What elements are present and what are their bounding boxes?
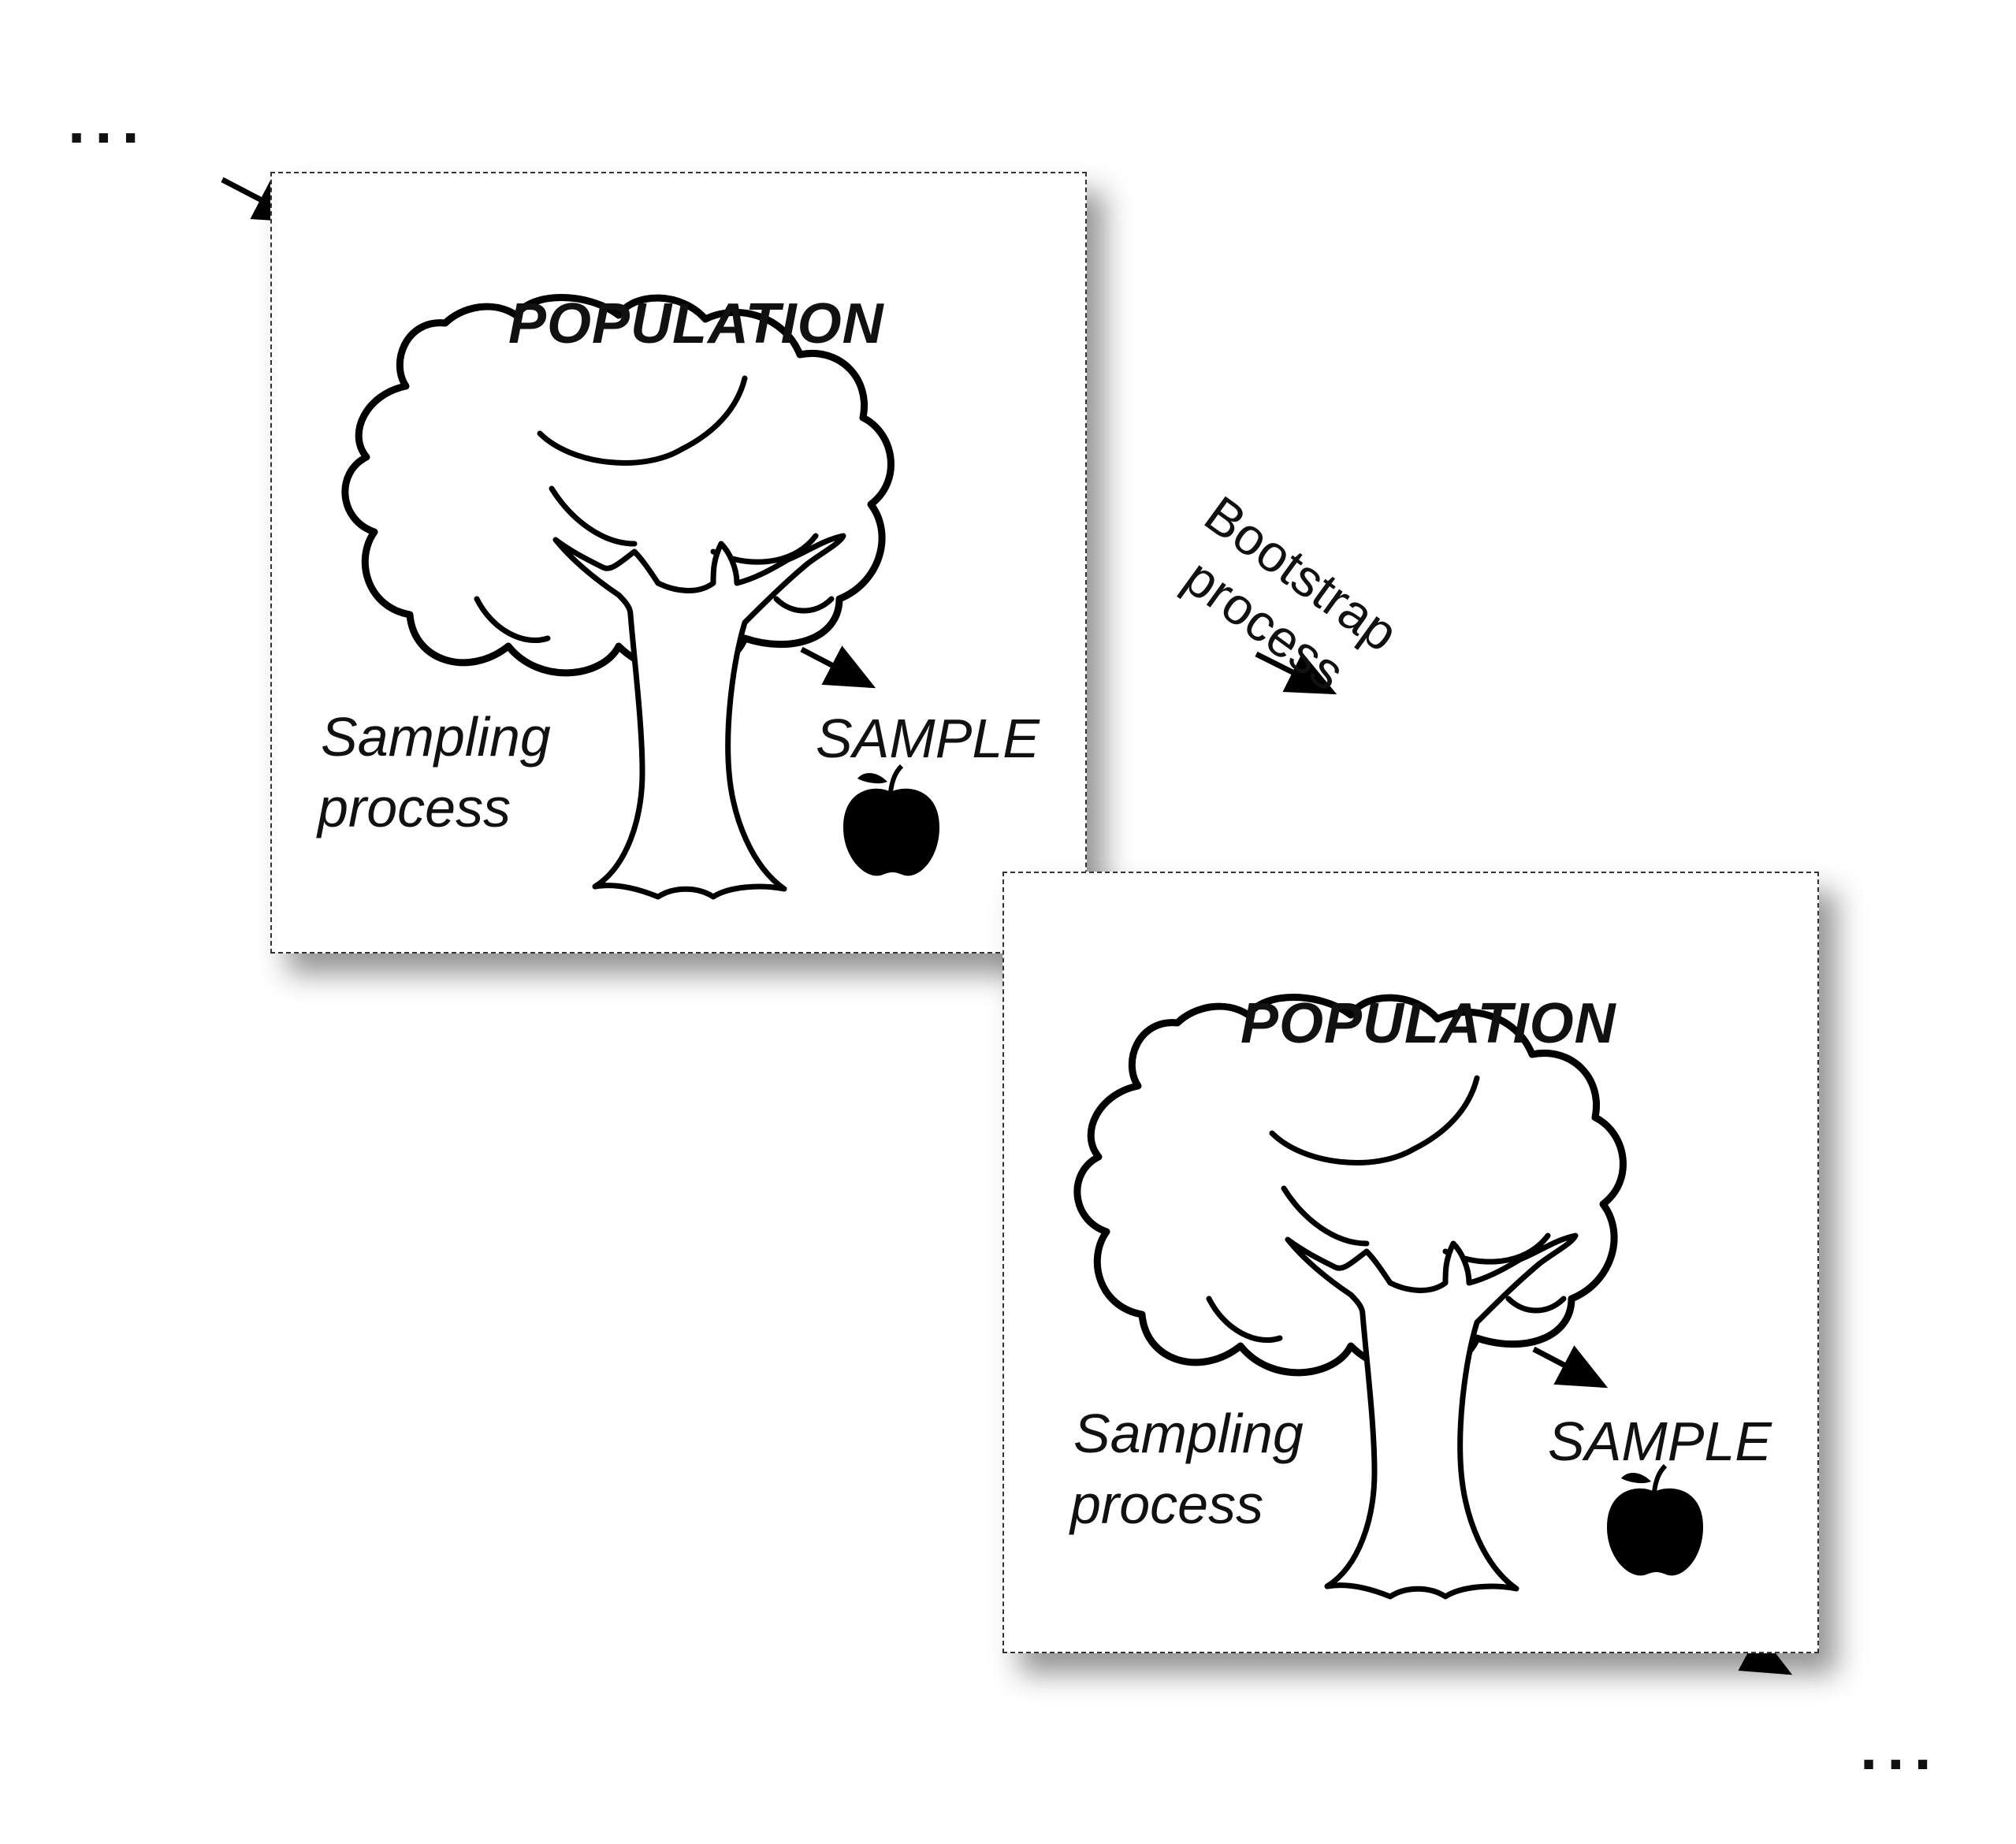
arrow-to-sample xyxy=(1532,1345,1609,1389)
sampling-label-line2: process xyxy=(1070,1474,1264,1535)
arrow-bootstrap xyxy=(1255,651,1337,695)
tree-illustration xyxy=(1073,994,1703,1600)
bottom-right-ellipsis: ... xyxy=(1860,1712,1941,1783)
population-label: POPULATION xyxy=(1240,992,1616,1055)
tree-trunk xyxy=(1285,1232,1579,1600)
sampling-label-line1: Sampling xyxy=(321,706,551,768)
apple-icon xyxy=(1607,1463,1703,1576)
apple-icon xyxy=(843,764,939,876)
sampling-panel-1: POPULATION Sampling process SAMPLE xyxy=(270,172,1087,954)
tree-trunk xyxy=(552,533,846,900)
tree-illustration xyxy=(341,294,939,900)
sampling-label-line1: Sampling xyxy=(1073,1403,1304,1464)
sampling-label-line2: process xyxy=(318,777,511,838)
arrow-to-sample xyxy=(800,645,876,689)
sampling-panel-2: POPULATION Sampling process SAMPLE xyxy=(1002,872,1819,1653)
sample-label: SAMPLE xyxy=(1548,1411,1772,1472)
top-left-ellipsis: ... xyxy=(68,86,149,156)
sample-label: SAMPLE xyxy=(816,708,1040,769)
population-label: POPULATION xyxy=(508,292,884,355)
